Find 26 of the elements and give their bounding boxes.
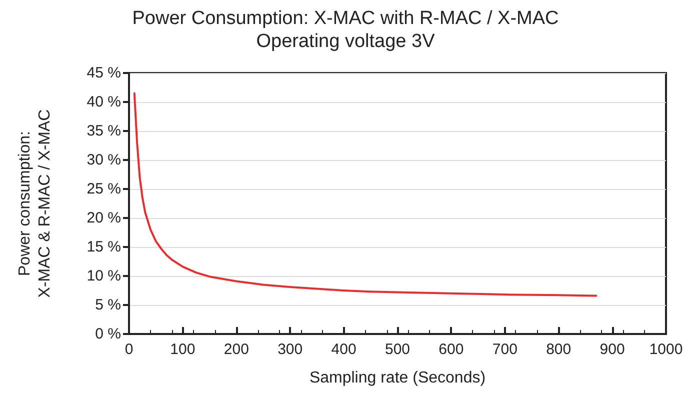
line-series <box>133 92 598 297</box>
y-tick-label: 30 % <box>86 152 121 168</box>
x-tick-label: 1000 <box>649 341 683 358</box>
x-tick-label: 200 <box>224 341 249 358</box>
y-tick-label: 10 % <box>86 268 121 284</box>
y-tick-label: 15 % <box>86 238 121 256</box>
chart-title: Power Consumption: X-MAC with R-MAC / X-MAC <box>132 8 559 29</box>
x-axis-title: Sampling rate (Seconds) <box>309 370 486 386</box>
y-tick-label: 0 % <box>95 326 121 342</box>
y-tick-label: 40 % <box>86 94 121 110</box>
y-tick-label: 45 % <box>86 64 121 82</box>
x-tick-label: 700 <box>492 341 518 358</box>
x-tick-label: 800 <box>546 341 572 358</box>
y-tick-label: 5 % <box>95 296 121 314</box>
x-tick-label: 900 <box>600 341 625 358</box>
x-tick-label: 500 <box>384 341 410 358</box>
x-tick-label: 0 <box>124 341 134 358</box>
x-tick-label: 300 <box>278 341 303 358</box>
y-tick-label: 25 % <box>86 180 121 198</box>
x-tick-label: 600 <box>438 341 464 358</box>
x-tick-label: 400 <box>331 341 356 358</box>
chart-subtitle: Operating voltage 3V <box>256 31 436 52</box>
y-tick-label: 20 % <box>86 210 121 226</box>
x-tick-label: 100 <box>170 341 196 358</box>
y-axis-title: Power consumption: X-MAC & R-MAC / X-MAC <box>16 109 54 298</box>
y-tick-label: 35 % <box>86 122 121 140</box>
